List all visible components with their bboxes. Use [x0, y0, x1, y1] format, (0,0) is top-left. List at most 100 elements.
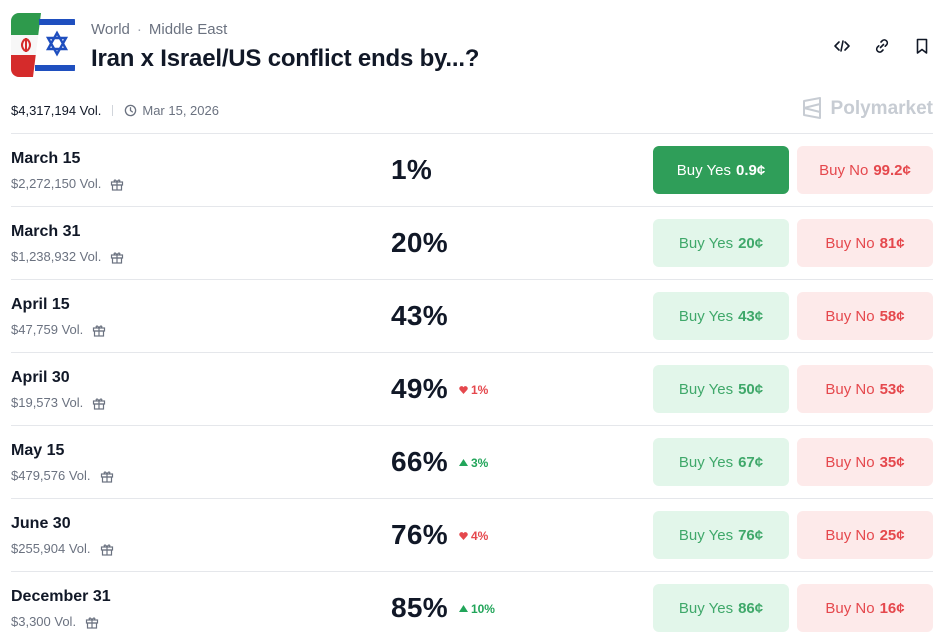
outcome-row[interactable]: June 30 $255,904 Vol. 76% 4% Buy Yes 76¢ Buy N… [11, 499, 933, 572]
outcome-chance: 66% 3% [391, 446, 551, 478]
buy-yes-price: 20¢ [738, 234, 764, 252]
code-icon [834, 40, 850, 52]
buy-yes-button[interactable]: Buy Yes 67¢ [653, 438, 789, 486]
chance-value: 20% [391, 227, 448, 258]
change-value: 10% [470, 601, 495, 616]
outcome-name[interactable]: March 31 [11, 223, 81, 240]
buy-yes-button[interactable]: Buy Yes 43¢ [653, 292, 789, 340]
trend-down-icon [459, 531, 468, 540]
trend-up-icon [458, 459, 468, 466]
buy-yes-button[interactable]: Buy Yes 20¢ [653, 219, 789, 267]
outcome-chance: 49% 1% [391, 373, 551, 405]
buy-no-button[interactable]: Buy No 35¢ [797, 438, 933, 486]
chance-value: 1% [391, 154, 433, 185]
clock-icon [125, 104, 137, 116]
polymarket-logo: Polymarket [802, 97, 933, 120]
brand-name: Polymarket [830, 97, 933, 119]
buy-no-label: Buy No [825, 453, 875, 471]
outcome-volume: $3,300 Vol. [11, 614, 99, 629]
buy-no-button[interactable]: Buy No 58¢ [797, 292, 933, 340]
embed-button[interactable] [831, 35, 853, 57]
gift-icon[interactable] [92, 396, 106, 410]
outcome-name[interactable]: May 15 [11, 442, 65, 459]
change-value: 3% [470, 455, 489, 470]
breadcrumb-middle-east[interactable]: Middle East [148, 21, 228, 38]
buy-no-button[interactable]: Buy No 25¢ [797, 511, 933, 559]
bookmark-button[interactable] [911, 35, 933, 57]
gift-icon[interactable] [85, 615, 99, 629]
outcome-row[interactable]: May 15 $479,576 Vol. 66% 3% Buy Yes 67¢ Buy No… [11, 426, 933, 499]
buy-yes-button[interactable]: Buy Yes 86¢ [653, 584, 789, 632]
buy-no-label: Buy No [819, 161, 869, 179]
link-icon [875, 39, 889, 53]
change-value: 1% [470, 382, 489, 397]
buy-yes-button[interactable]: Buy Yes 50¢ [653, 365, 789, 413]
buy-no-price: 99.2¢ [873, 161, 911, 179]
outcome-volume-text: $479,576 Vol. [11, 468, 91, 483]
gift-icon[interactable] [110, 250, 124, 264]
buy-no-button[interactable]: Buy No 53¢ [797, 365, 933, 413]
meta-divider [112, 104, 114, 116]
outcome-name[interactable]: March 15 [11, 150, 81, 167]
change-indicator: 10% [458, 601, 495, 616]
buy-no-button[interactable]: Buy No 16¢ [797, 584, 933, 632]
buy-yes-label: Buy Yes [678, 599, 734, 617]
buy-no-label: Buy No [825, 307, 875, 325]
outcome-name[interactable]: April 30 [11, 369, 70, 386]
outcome-row[interactable]: March 15 $2,272,150 Vol. 1% Buy Yes 0.9¢ Buy … [11, 134, 933, 207]
outcome-volume-text: $3,300 Vol. [11, 614, 77, 629]
gift-icon[interactable] [110, 177, 124, 191]
outcome-chance: 85% 10% [391, 592, 551, 624]
breadcrumb-world[interactable]: World [91, 21, 130, 38]
market-thumbnail [11, 13, 75, 77]
buy-no-price: 53¢ [879, 380, 905, 398]
outcome-volume: $19,573 Vol. [11, 395, 106, 410]
end-date: Mar 15, 2026 [124, 103, 219, 118]
trend-up-icon [458, 605, 468, 612]
copy-link-button[interactable] [871, 35, 893, 57]
outcome-volume-text: $19,573 Vol. [11, 395, 84, 410]
buy-yes-price: 50¢ [738, 380, 764, 398]
outcome-row[interactable]: March 31 $1,238,932 Vol. 20% Buy Yes 20¢ Buy … [11, 207, 933, 280]
gift-icon[interactable] [92, 323, 106, 337]
buy-yes-button[interactable]: Buy Yes 0.9¢ [653, 146, 789, 194]
outcome-volume: $255,904 Vol. [11, 541, 114, 556]
breadcrumb-separator: · [136, 21, 142, 38]
buy-yes-button[interactable]: Buy Yes 76¢ [653, 511, 789, 559]
trend-down-icon [459, 385, 468, 394]
outcome-volume-text: $47,759 Vol. [11, 322, 84, 337]
outcome-volume: $479,576 Vol. [11, 468, 114, 483]
buy-no-price: 81¢ [879, 234, 905, 252]
gift-icon[interactable] [100, 542, 114, 556]
outcome-chance: 20% [391, 227, 551, 259]
outcome-row[interactable]: April 15 $47,759 Vol. 43% Buy Yes 43¢ Buy No 5… [11, 280, 933, 353]
bookmark-icon [916, 38, 928, 54]
outcome-name[interactable]: June 30 [11, 515, 71, 532]
buy-no-button[interactable]: Buy No 81¢ [797, 219, 933, 267]
buy-yes-label: Buy Yes [678, 234, 734, 252]
buy-yes-label: Buy Yes [678, 453, 734, 471]
breadcrumb: World · Middle East [91, 21, 227, 38]
market-header: World · Middle East Iran x Israel/US con… [11, 13, 933, 77]
buy-yes-price: 67¢ [738, 453, 764, 471]
buy-yes-label: Buy Yes [678, 526, 734, 544]
buy-no-price: 25¢ [879, 526, 905, 544]
outcome-chance: 1% [391, 154, 551, 186]
outcome-name[interactable]: April 15 [11, 296, 70, 313]
polymarket-logo-icon [802, 97, 821, 119]
outcome-row[interactable]: December 31 $3,300 Vol. 85% 10% Buy Yes 86¢ Bu… [11, 572, 933, 644]
buy-yes-price: 76¢ [738, 526, 764, 544]
outcome-volume-text: $255,904 Vol. [11, 541, 91, 556]
end-date-text: Mar 15, 2026 [142, 102, 219, 118]
buy-no-label: Buy No [825, 599, 875, 617]
outcome-volume: $47,759 Vol. [11, 322, 106, 337]
buy-yes-label: Buy Yes [678, 380, 734, 398]
gift-icon[interactable] [100, 469, 114, 483]
buy-no-button[interactable]: Buy No 99.2¢ [797, 146, 933, 194]
outcome-row[interactable]: April 30 $19,573 Vol. 49% 1% Buy Yes 50¢ Buy N… [11, 353, 933, 426]
outcome-name[interactable]: December 31 [11, 588, 111, 605]
buy-no-price: 16¢ [879, 599, 905, 617]
outcome-volume: $2,272,150 Vol. [11, 176, 124, 191]
buy-no-label: Buy No [825, 380, 875, 398]
buy-no-price: 35¢ [879, 453, 905, 471]
